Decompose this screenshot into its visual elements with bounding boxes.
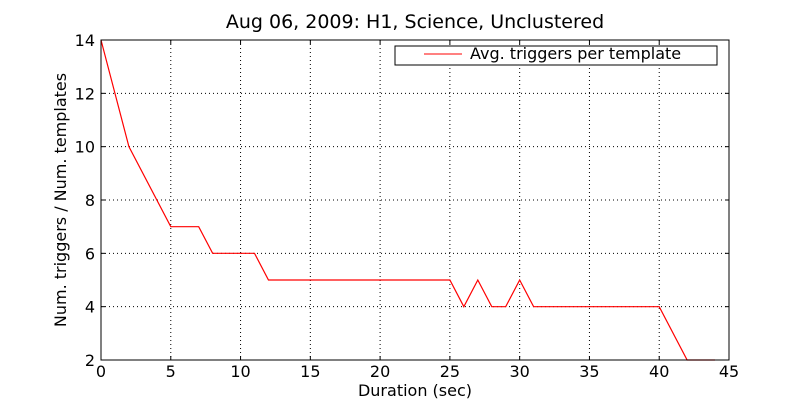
x-tick-label: 20: [370, 362, 390, 381]
y-tick-label: 8: [85, 191, 95, 210]
y-tick-label: 2: [85, 351, 95, 370]
x-tick-label: 45: [719, 362, 739, 381]
y-axis-label: Num. triggers / Num. templates: [51, 73, 70, 327]
gridlines: [101, 40, 729, 360]
x-tick-label: 15: [300, 362, 320, 381]
x-tick-label: 0: [96, 362, 106, 381]
legend-label: Avg. triggers per template: [470, 44, 681, 63]
y-tick-label: 14: [75, 31, 95, 50]
chart-title: Aug 06, 2009: H1, Science, Unclustered: [226, 11, 604, 33]
x-tick-label: 10: [230, 362, 250, 381]
x-tick-label: 35: [579, 362, 599, 381]
legend-box: [394, 45, 718, 66]
x-tick-label: 5: [166, 362, 176, 381]
x-tick-label: 40: [649, 362, 669, 381]
y-tick-label: 12: [75, 84, 95, 103]
y-tick-label: 6: [85, 244, 95, 263]
series-line: [100, 39, 716, 361]
legend: Avg. triggers per template: [394, 44, 718, 66]
x-tick-label: 25: [440, 362, 460, 381]
axis-ticks: 0 5 10 15 20 25 30 35 40 45 2 4 6 8 10 12 14: [75, 31, 740, 381]
series-group: [100, 39, 716, 361]
plot-area-frame: [100, 39, 730, 361]
y-tick-label: 10: [75, 138, 95, 157]
x-tick-label: 30: [509, 362, 529, 381]
y-tick-label: 4: [85, 298, 95, 317]
x-axis-label: Duration (sec): [358, 381, 472, 400]
